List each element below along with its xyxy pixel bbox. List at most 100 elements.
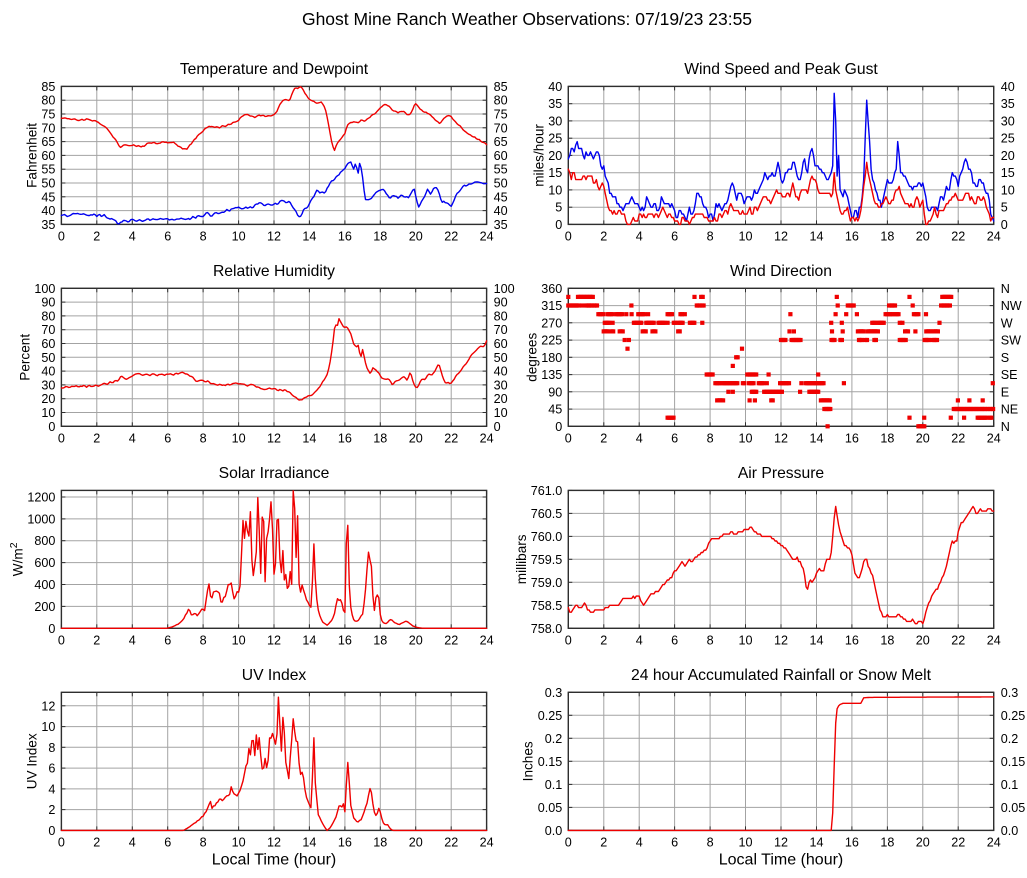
svg-text:degrees: degrees <box>524 333 539 382</box>
svg-text:180: 180 <box>541 351 562 365</box>
svg-text:40: 40 <box>494 365 508 379</box>
svg-text:Temperature and Dewpoint: Temperature and Dewpoint <box>180 61 369 78</box>
svg-text:758.0: 758.0 <box>531 622 563 636</box>
svg-text:20: 20 <box>409 431 423 445</box>
svg-text:16: 16 <box>845 633 859 647</box>
svg-text:8: 8 <box>48 741 55 755</box>
svg-text:10: 10 <box>232 633 246 647</box>
svg-text:22: 22 <box>951 633 965 647</box>
svg-text:10: 10 <box>1001 183 1015 197</box>
svg-text:0: 0 <box>1001 218 1008 232</box>
svg-text:1200: 1200 <box>27 491 55 505</box>
svg-text:12: 12 <box>41 699 55 713</box>
svg-text:12: 12 <box>774 229 788 243</box>
svg-text:90: 90 <box>548 385 562 399</box>
svg-text:0.0: 0.0 <box>1001 824 1019 838</box>
svg-text:miles/hour: miles/hour <box>531 124 546 187</box>
svg-text:0: 0 <box>58 431 65 445</box>
svg-text:15: 15 <box>548 166 562 180</box>
svg-text:18: 18 <box>880 633 894 647</box>
svg-text:10: 10 <box>738 431 752 445</box>
svg-text:14: 14 <box>302 835 316 849</box>
svg-text:760.5: 760.5 <box>531 507 563 521</box>
svg-text:4: 4 <box>129 835 136 849</box>
svg-text:Percent: Percent <box>17 334 32 381</box>
svg-text:761.0: 761.0 <box>531 484 563 498</box>
svg-text:20: 20 <box>916 229 930 243</box>
svg-text:16: 16 <box>845 431 859 445</box>
svg-text:8: 8 <box>200 835 207 849</box>
svg-text:16: 16 <box>338 229 352 243</box>
svg-text:16: 16 <box>338 633 352 647</box>
svg-text:0.05: 0.05 <box>538 801 563 815</box>
svg-text:20: 20 <box>916 835 930 849</box>
svg-text:10: 10 <box>232 229 246 243</box>
svg-text:15: 15 <box>1001 166 1015 180</box>
svg-text:16: 16 <box>338 835 352 849</box>
svg-text:12: 12 <box>267 835 281 849</box>
svg-text:0.05: 0.05 <box>1001 801 1026 815</box>
svg-text:24: 24 <box>480 835 494 849</box>
svg-text:55: 55 <box>494 163 508 177</box>
svg-text:12: 12 <box>774 633 788 647</box>
svg-text:40: 40 <box>1001 80 1015 94</box>
svg-text:24: 24 <box>987 229 1001 243</box>
svg-text:4: 4 <box>129 229 136 243</box>
svg-text:45: 45 <box>494 190 508 204</box>
svg-text:24: 24 <box>480 229 494 243</box>
svg-text:12: 12 <box>774 431 788 445</box>
svg-text:Inches: Inches <box>521 741 536 781</box>
svg-text:12: 12 <box>267 633 281 647</box>
svg-text:14: 14 <box>302 633 316 647</box>
svg-text:0.1: 0.1 <box>1001 778 1019 792</box>
svg-text:75: 75 <box>494 108 508 122</box>
svg-text:2: 2 <box>48 803 55 817</box>
svg-text:Relative Humidity: Relative Humidity <box>213 263 335 280</box>
svg-text:0.2: 0.2 <box>1001 732 1019 746</box>
svg-text:20: 20 <box>41 392 55 406</box>
svg-text:16: 16 <box>845 229 859 243</box>
svg-text:6: 6 <box>164 633 171 647</box>
svg-text:NW: NW <box>1001 299 1022 313</box>
svg-text:0.3: 0.3 <box>545 686 563 700</box>
svg-text:8: 8 <box>707 835 714 849</box>
svg-text:10: 10 <box>494 406 508 420</box>
svg-text:400: 400 <box>34 578 55 592</box>
svg-text:20: 20 <box>409 835 423 849</box>
svg-text:80: 80 <box>41 309 55 323</box>
svg-text:30: 30 <box>548 114 562 128</box>
svg-text:20: 20 <box>409 633 423 647</box>
svg-text:4: 4 <box>129 431 136 445</box>
svg-text:0: 0 <box>48 420 55 434</box>
svg-text:75: 75 <box>41 108 55 122</box>
svg-text:2: 2 <box>600 229 607 243</box>
svg-text:600: 600 <box>34 556 55 570</box>
svg-text:S: S <box>1001 351 1009 365</box>
svg-text:14: 14 <box>302 431 316 445</box>
svg-text:0: 0 <box>565 431 572 445</box>
svg-text:270: 270 <box>541 316 562 330</box>
svg-text:22: 22 <box>444 431 458 445</box>
svg-text:90: 90 <box>494 296 508 310</box>
svg-text:35: 35 <box>494 218 508 232</box>
svg-text:12: 12 <box>267 431 281 445</box>
svg-text:10: 10 <box>41 720 55 734</box>
svg-text:6: 6 <box>164 431 171 445</box>
svg-text:14: 14 <box>302 229 316 243</box>
svg-text:40: 40 <box>41 204 55 218</box>
svg-text:8: 8 <box>200 633 207 647</box>
svg-text:2: 2 <box>600 835 607 849</box>
svg-text:0.1: 0.1 <box>545 778 563 792</box>
svg-text:70: 70 <box>494 121 508 135</box>
svg-text:24: 24 <box>987 431 1001 445</box>
svg-text:80: 80 <box>494 309 508 323</box>
svg-text:5: 5 <box>1001 201 1008 215</box>
svg-text:35: 35 <box>1001 97 1015 111</box>
svg-text:10: 10 <box>738 229 752 243</box>
svg-text:18: 18 <box>373 633 387 647</box>
svg-text:65: 65 <box>494 135 508 149</box>
svg-text:0: 0 <box>565 229 572 243</box>
svg-text:22: 22 <box>951 835 965 849</box>
svg-text:60: 60 <box>494 149 508 163</box>
svg-text:0.25: 0.25 <box>1001 709 1026 723</box>
